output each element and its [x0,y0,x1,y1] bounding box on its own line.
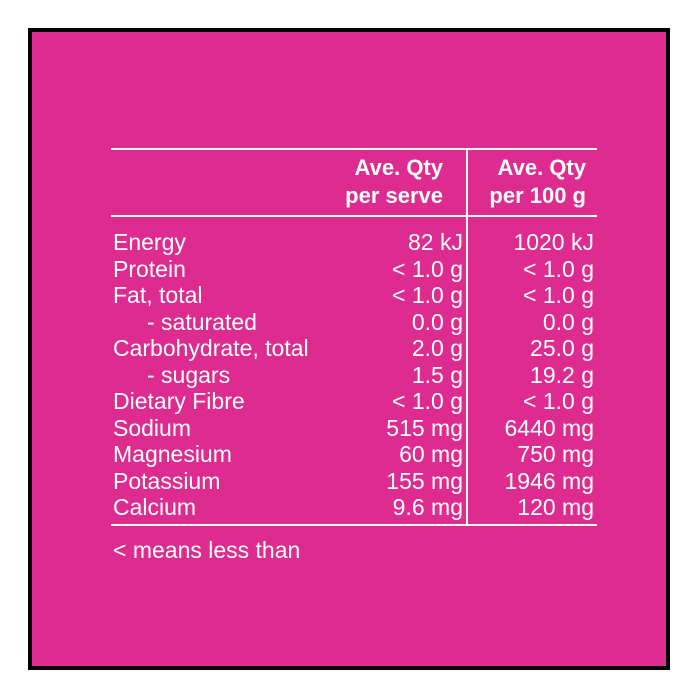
table-row: - sugars 1.5 g 19.2 g [111,362,597,389]
per-100g-value: < 1.0 g [523,388,594,414]
per-serve-column-header: Ave. Qty per serve [345,154,443,210]
table-row: Carbohydrate, total 2.0 g 25.0 g [111,335,597,362]
per-100g-value: 0.0 g [542,308,594,335]
nutrient-name: Protein [113,255,186,282]
per-serve-value: 1.5 g [411,361,463,388]
nutrient-name: Carbohydrate, total [113,335,309,361]
per-serve-value: 515 mg [386,414,463,441]
table-row: Fat, total < 1.0 g < 1.0 g [111,282,597,309]
per-serve-header-line2: per serve [345,183,443,208]
per-100g-value: 120 mg [517,494,594,520]
table-top-rule [111,148,597,150]
nutrient-name: - sugars [147,361,231,388]
table-row: Calcium 9.6 mg 120 mg [111,494,597,521]
header-divider-rule [111,215,597,217]
per-100g-value: 1020 kJ [513,229,594,255]
per-100g-value: < 1.0 g [523,255,594,282]
table-bottom-rule [111,524,597,526]
nutrient-name: Dietary Fibre [113,388,245,414]
nutrition-panel: Ave. Qty per serve Ave. Qty per 100 g En… [28,28,670,670]
per-100g-header-line1: Ave. Qty [497,155,586,180]
per-serve-value: 9.6 mg [392,494,463,520]
per-100g-value: 25.0 g [530,335,594,361]
column-divider-rule [466,148,468,526]
nutrient-name: Fat, total [113,282,203,308]
table-row: Energy 82 kJ 1020 kJ [111,229,597,256]
per-serve-value: 82 kJ [408,229,463,255]
per-serve-value: 155 mg [386,467,463,494]
table-row: Protein < 1.0 g < 1.0 g [111,256,597,283]
nutrient-name: Potassium [113,467,221,494]
per-serve-value: < 1.0 g [392,255,463,282]
per-100g-value: 6440 mg [504,414,594,441]
per-serve-header-line1: Ave. Qty [354,155,443,180]
per-100g-value: 750 mg [517,441,594,467]
per-serve-value: 60 mg [399,441,463,467]
table-row: Magnesium 60 mg 750 mg [111,441,597,468]
nutrient-name: Energy [113,229,186,255]
table-row: Potassium 155 mg 1946 mg [111,468,597,495]
nutrient-name: Sodium [113,414,191,441]
table-row: Dietary Fibre < 1.0 g < 1.0 g [111,388,597,415]
nutrient-name: Calcium [113,494,197,520]
per-serve-value: 2.0 g [411,335,463,361]
per-serve-value: 0.0 g [411,308,463,335]
per-100g-value: < 1.0 g [523,282,594,308]
nutrient-name: - saturated [147,308,257,335]
table-row: Sodium 515 mg 6440 mg [111,415,597,442]
per-serve-value: < 1.0 g [392,388,463,414]
footnote: < means less than [113,537,301,563]
per-100g-header-line2: per 100 g [489,183,586,208]
per-100g-value: 1946 mg [504,467,594,494]
per-100g-column-header: Ave. Qty per 100 g [489,154,586,210]
per-serve-value: < 1.0 g [392,282,463,308]
nutrient-name: Magnesium [113,441,232,467]
per-100g-value: 19.2 g [530,361,594,388]
table-row: - saturated 0.0 g 0.0 g [111,309,597,336]
